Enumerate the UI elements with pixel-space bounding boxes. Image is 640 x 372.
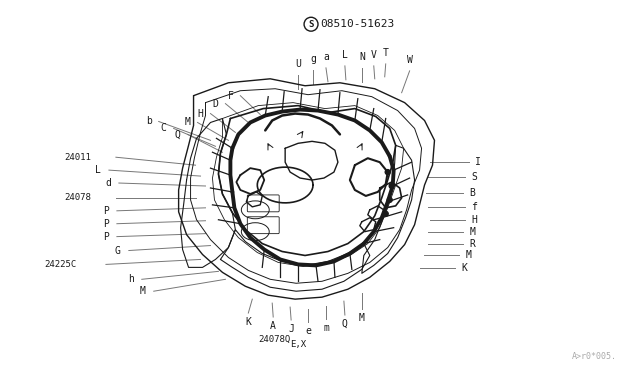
Text: F: F (227, 91, 234, 101)
Text: D: D (212, 99, 218, 109)
Text: g: g (310, 54, 316, 64)
Text: h: h (128, 274, 134, 284)
Text: Q: Q (175, 129, 180, 140)
Text: S: S (471, 172, 477, 182)
Text: W: W (406, 55, 413, 65)
Text: N: N (359, 52, 365, 62)
Text: 24011: 24011 (64, 153, 91, 162)
Text: P: P (103, 232, 109, 242)
Text: I: I (476, 157, 481, 167)
Text: E,X: E,X (290, 340, 307, 349)
Text: C: C (161, 124, 166, 134)
Text: P: P (103, 219, 109, 229)
Text: M: M (185, 118, 191, 128)
Text: S: S (308, 20, 314, 29)
Text: 24225C: 24225C (44, 260, 76, 269)
Text: T: T (383, 48, 388, 58)
Text: a: a (323, 52, 329, 62)
Text: H: H (198, 109, 204, 119)
Text: R: R (469, 238, 476, 248)
Text: K: K (245, 317, 252, 327)
Text: Q: Q (342, 319, 348, 329)
Text: m: m (323, 323, 329, 333)
Text: A: A (270, 321, 276, 331)
Text: A>r0*005.: A>r0*005. (572, 352, 617, 361)
Text: M: M (469, 227, 476, 237)
Text: b: b (146, 116, 152, 126)
Text: P: P (103, 206, 109, 216)
Text: L: L (95, 165, 101, 175)
Text: G: G (115, 246, 121, 256)
Text: H: H (471, 215, 477, 225)
Text: M: M (359, 313, 365, 323)
Circle shape (385, 170, 390, 174)
Circle shape (389, 183, 394, 189)
Text: 24078: 24078 (64, 193, 91, 202)
Text: e: e (305, 326, 311, 336)
Text: d: d (105, 178, 111, 188)
Text: f: f (471, 202, 477, 212)
Text: J: J (288, 324, 294, 334)
Text: V: V (371, 50, 377, 60)
Text: L: L (342, 50, 348, 60)
Text: M: M (140, 286, 146, 296)
Text: 24078Q: 24078Q (259, 335, 291, 344)
Circle shape (387, 198, 392, 202)
Text: K: K (461, 263, 467, 273)
Circle shape (383, 211, 388, 216)
Text: U: U (295, 59, 301, 69)
Text: 08510-51623: 08510-51623 (320, 19, 394, 29)
Text: M: M (465, 250, 471, 260)
Text: B: B (469, 188, 476, 198)
